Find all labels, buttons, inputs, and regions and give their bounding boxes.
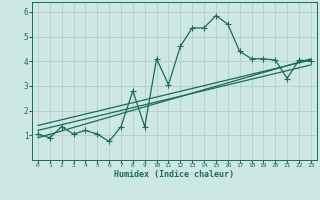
X-axis label: Humidex (Indice chaleur): Humidex (Indice chaleur) bbox=[115, 170, 234, 179]
